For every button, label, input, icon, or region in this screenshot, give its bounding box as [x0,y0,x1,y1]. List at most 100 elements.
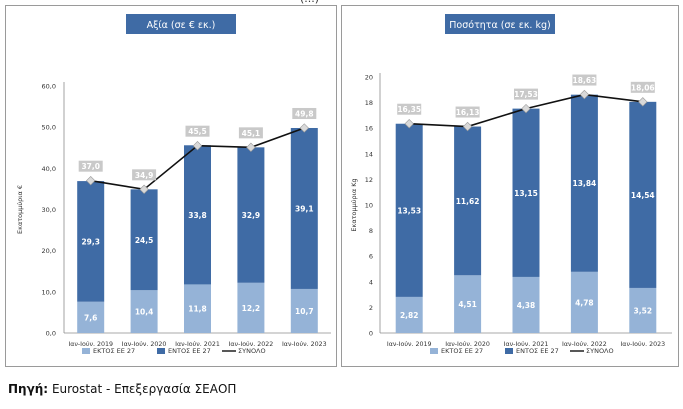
source-label: Πηγή: [8,382,49,396]
x-tick-label: Ιαν-Ιούν. 2021 [175,340,220,348]
bar-inside-eu-label: 24,5 [135,236,154,245]
total-label: 34,9 [135,171,154,180]
bar-outside-eu-label: 7,6 [84,313,97,322]
legend-inside-eu: ΕΝΤΟΣ ΕΕ 27 [516,347,559,355]
x-tick-label: Ιαν-Ιούν. 2023 [282,340,327,348]
quantity-chart: Ποσότητα (σε εκ. kg) Εκατομμύρια Kg 0 2 4 6 8 1… [350,14,672,355]
y-tick-label: 20 [365,74,373,82]
y-tick-label: 10 [365,202,373,210]
bar-inside-eu-label: 32,9 [242,211,261,220]
y-tick-label: 4 [369,278,373,286]
bar-inside-eu [77,181,105,302]
bar-inside-eu [454,126,482,276]
bar-outside-eu-label: 10,7 [295,307,314,316]
legend-outside-eu: ΕΚΤΟΣ ΕΕ 27 [93,347,135,355]
total-label: 49,8 [295,109,314,118]
y-tick-label: 0,0 [46,330,56,338]
y-tick-label: 2 [369,304,373,312]
total-label: 45,5 [188,127,207,136]
total-label: 45,1 [242,129,261,138]
bar-outside-eu [395,296,423,333]
source-note: Πηγή: Eurostat - Επεξεργασία ΣΕΑΟΠ [8,382,236,396]
total-label: 16,13 [456,108,480,117]
y-tick-label: 8 [369,227,373,235]
bar-inside-eu [130,189,158,291]
total-label-box [397,103,422,115]
legend-inside-eu: ΕΝΤΟΣ ΕΕ 27 [168,347,211,355]
bar-outside-eu-label: 3,52 [634,306,653,315]
total-label: 16,35 [397,105,421,114]
bar-inside-eu [629,101,657,288]
total-marker [299,123,309,133]
top-caption-fragment: (...) [300,0,390,5]
total-marker [638,97,648,107]
bar-outside-eu [77,301,105,333]
bar-outside-eu [512,276,540,333]
y-tick-label: 0 [369,330,373,338]
bar-outside-eu [629,287,657,333]
y-tick-label: 60,0 [42,83,56,91]
y-tick-label: 30,0 [42,206,56,214]
legend-swatch-outside-eu [82,348,90,354]
chart-title: Αξία (σε € εκ.) [147,20,216,31]
total-label-box [238,127,263,139]
y-tick-label: 10,0 [42,288,56,296]
bar-outside-eu [237,282,265,333]
bar-outside-eu [130,290,158,333]
bar-outside-eu-label: 10,4 [135,308,154,317]
bar-outside-eu [570,271,598,333]
bar-inside-eu-label: 39,1 [295,204,314,213]
total-label: 37,0 [81,162,100,171]
x-tick-label: Ιαν-Ιούν. 2020 [445,340,490,348]
bar-inside-eu [395,123,423,297]
y-axis-label: Εκατομμύρια € [16,185,24,234]
total-marker [86,176,96,186]
value-chart-panel: Αξία (σε € εκ.) Εκατομμύρια € 0,0 10,0 20,0 3… [5,5,337,367]
x-tick-label: Ιαν-Ιούν. 2022 [562,340,607,348]
x-tick-label: Ιαν-Ιούν. 2020 [122,340,167,348]
bar-outside-eu-label: 12,2 [242,304,261,313]
total-marker [462,121,473,132]
total-label-box [185,125,210,137]
bar-inside-eu-label: 14,54 [631,191,655,200]
quantity-chart-panel: Ποσότητα (σε εκ. kg) Εκατομμύρια Kg 0 2 4 6 8 1… [341,5,679,367]
bar-inside-eu [290,127,318,289]
x-tick-label: Ιαν-Ιούν. 2019 [68,340,113,348]
total-label-box [630,81,655,93]
legend-total: ΣΥΝΟΛΟ [586,347,614,355]
bar-outside-eu [454,275,482,333]
y-tick-label: 50,0 [42,124,56,132]
legend-swatch-inside-eu [505,348,513,354]
total-label: 18,63 [573,76,597,85]
total-label-box [455,106,480,118]
y-tick-label: 16 [365,125,373,133]
chart-title: Ποσότητα (σε εκ. kg) [449,20,550,31]
bar-outside-eu-label: 4,78 [575,298,594,307]
bar-outside-eu-label: 4,51 [458,300,477,309]
x-tick-label: Ιαν-Ιούν. 2023 [620,340,665,348]
bar-outside-eu [290,288,318,333]
chart-title-box [126,14,236,34]
legend-swatch-outside-eu [430,348,438,354]
y-axis-label: Εκατομμύρια Kg [350,178,358,231]
y-tick-label: 6 [369,253,373,261]
total-label: 18,06 [631,83,655,92]
source-text: Eurostat - Επεξεργασία ΣΕΑΟΠ [51,382,237,396]
bar-inside-eu-label: 11,62 [456,197,480,206]
total-marker [192,141,203,151]
total-label-box [132,169,157,181]
bar-inside-eu [570,94,598,272]
total-label-box [292,107,317,119]
bar-outside-eu-label: 4,38 [517,301,536,310]
bar-outside-eu-label: 11,8 [188,305,207,314]
bar-inside-eu-label: 13,84 [573,179,597,188]
x-tick-label: Ιαν-Ιούν. 2021 [504,340,549,348]
chart-title-box [445,14,555,34]
bar-inside-eu-label: 33,8 [188,211,207,220]
bar-inside-eu-label: 29,3 [81,237,100,246]
bar-inside-eu [512,108,540,277]
total-marker [521,103,531,114]
total-marker [246,142,256,153]
bar-outside-eu [184,284,211,333]
bar-inside-eu [184,145,211,285]
